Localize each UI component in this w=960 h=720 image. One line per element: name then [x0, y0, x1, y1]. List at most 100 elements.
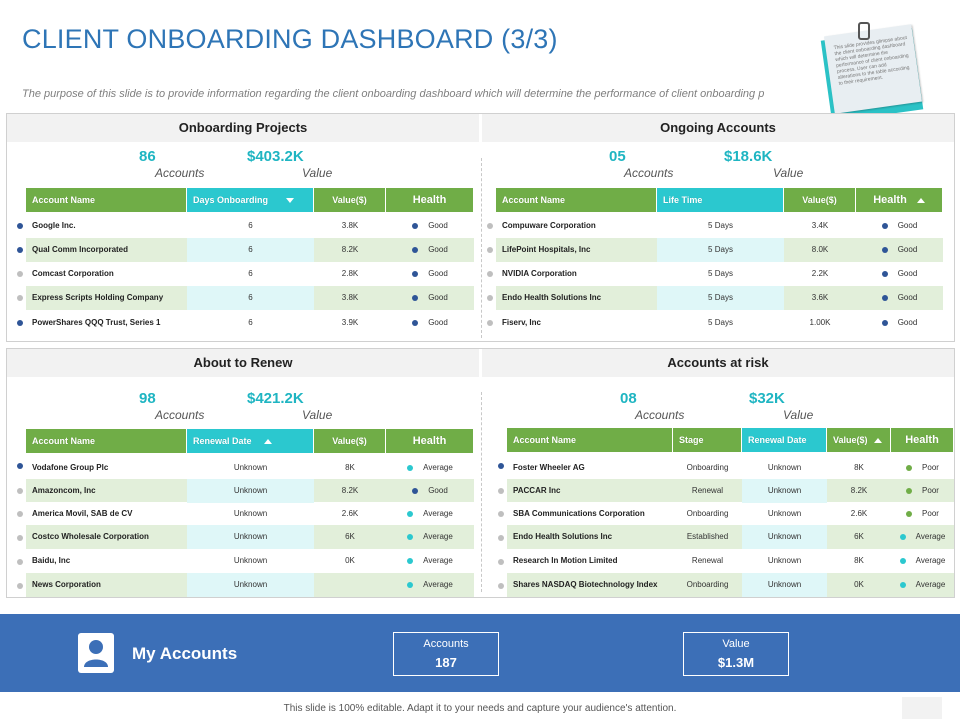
account-name: Amazoncom, Inc: [32, 486, 96, 495]
stage: Onboarding: [686, 509, 729, 518]
page-title: CLIENT ONBOARDING DASHBOARD (3/3): [22, 24, 558, 54]
account-name: Costco Wholesale Corporation: [32, 532, 149, 541]
col-value[interactable]: Value($): [314, 429, 386, 453]
table-row[interactable]: Google Inc. 6 3.8K Good: [26, 214, 474, 238]
row-bullet-icon: [17, 247, 23, 253]
table-row[interactable]: Comcast Corporation 6 2.8K Good: [26, 262, 474, 286]
table-row[interactable]: PACCAR Inc Renewal Unknown 8.2K Poor: [507, 479, 954, 503]
col-days-onboarding[interactable]: Days Onboarding: [187, 188, 314, 212]
col-renewal-date[interactable]: Renewal Date: [742, 428, 827, 452]
col-account-name[interactable]: Account Name: [507, 428, 673, 452]
health-cell: Average: [386, 525, 474, 549]
health-cell: Good: [856, 286, 943, 310]
col-account-name[interactable]: Account Name: [496, 188, 657, 212]
top-divider: [481, 158, 482, 338]
stage: Renewal: [691, 556, 724, 565]
table-row[interactable]: LifePoint Hospitals, Inc 5 Days 8.0K Goo…: [496, 238, 943, 262]
table-row[interactable]: Compuware Corporation 5 Days 3.4K Good: [496, 214, 943, 238]
risk-accounts-count: 08: [620, 390, 637, 407]
health-label: Average: [915, 556, 946, 565]
table-row[interactable]: SBA Communications Corporation Onboardin…: [507, 502, 954, 525]
total-value-box: Value $1.3M: [683, 632, 789, 676]
table-row[interactable]: America Movil, SAB de CV Unknown 2.6K Av…: [26, 502, 474, 525]
table-row[interactable]: PowerShares QQQ Trust, Series 1 6 3.9K G…: [26, 311, 474, 335]
table-row[interactable]: Costco Wholesale Corporation Unknown 6K …: [26, 525, 474, 549]
table-row[interactable]: Research In Motion Limited Renewal Unkno…: [507, 549, 954, 573]
health-label: Good: [428, 221, 448, 230]
table-row[interactable]: Amazoncom, Inc Unknown 8.2K Good: [26, 479, 474, 503]
col-value[interactable]: Value($): [784, 188, 856, 212]
life-time: 5 Days: [708, 221, 733, 230]
health-label: Good: [428, 269, 448, 278]
health-cell: Good: [856, 238, 943, 262]
row-bullet-icon: [498, 559, 504, 565]
table-row[interactable]: Fiserv, Inc 5 Days 1.00K Good: [496, 311, 943, 335]
health-cell: Good: [386, 238, 474, 262]
health-cell: Good: [386, 286, 474, 310]
my-accounts-band: [0, 614, 960, 692]
stage: Onboarding: [686, 580, 729, 589]
row-bullet-icon: [498, 511, 504, 517]
health-label: Good: [428, 245, 448, 254]
col-value[interactable]: Value($): [314, 188, 386, 212]
col-health[interactable]: Health: [891, 428, 954, 452]
row-bullet-icon: [487, 271, 493, 277]
row-bullet-icon: [487, 320, 493, 326]
value-cell: [314, 573, 386, 597]
col-health[interactable]: Health: [386, 429, 474, 453]
health-label: Poor: [922, 486, 939, 495]
sort-down-icon[interactable]: [286, 198, 295, 204]
col-account-name[interactable]: Account Name: [26, 429, 187, 453]
col-life-time[interactable]: Life Time: [657, 188, 784, 212]
ongoing-accounts-count: 05: [609, 148, 626, 165]
col-renewal-date[interactable]: Renewal Date: [187, 429, 314, 453]
renew-value-label: Value: [302, 408, 333, 422]
value-cell: 3.8K: [341, 221, 359, 230]
table-row[interactable]: Foster Wheeler AG Onboarding Unknown 8K …: [507, 456, 954, 479]
value-cell: 0K: [854, 580, 864, 589]
account-name: PowerShares QQQ Trust, Series 1: [32, 318, 161, 327]
sort-up-icon[interactable]: [263, 439, 272, 445]
renewal-date: Unknown: [767, 509, 802, 518]
table-row[interactable]: Shares NASDAQ Biotechnology Index Onboar…: [507, 573, 954, 597]
table-row[interactable]: Vodafone Group Plc Unknown 8K Average: [26, 456, 474, 479]
renewal-date: Unknown: [233, 556, 268, 565]
health-label: Good: [897, 221, 918, 230]
health-dot-icon: [412, 270, 419, 277]
renewal-date: Unknown: [767, 556, 802, 565]
total-value-label: Value: [722, 638, 750, 650]
sort-up-icon[interactable]: [916, 197, 925, 203]
table-row[interactable]: Baidu, Inc Unknown 0K Average: [26, 549, 474, 573]
health-label: Good: [897, 245, 918, 254]
sort-up-icon[interactable]: [873, 438, 882, 444]
ongoing-accounts-heading: Ongoing Accounts: [482, 114, 954, 142]
col-renewal-date-label: Renewal Date: [193, 436, 252, 446]
health-label: Good: [897, 318, 918, 327]
col-value[interactable]: Value($): [827, 428, 891, 452]
col-health[interactable]: Health: [856, 188, 943, 212]
table-row[interactable]: Endo Health Solutions Inc Established Un…: [507, 525, 954, 549]
health-dot-icon: [412, 222, 419, 229]
accounts-at-risk-heading: Accounts at risk: [482, 349, 954, 377]
account-name: Endo Health Solutions Inc: [502, 293, 602, 302]
onboarding-value-label: Value: [302, 166, 333, 180]
health-dot-icon: [899, 581, 906, 588]
account-name: Shares NASDAQ Biotechnology Index: [513, 580, 658, 589]
life-time: 5 Days: [657, 286, 784, 310]
col-stage[interactable]: Stage: [673, 428, 742, 452]
account-name: Endo Health Solutions Inc: [513, 532, 613, 541]
life-time: 5 Days: [708, 318, 733, 327]
table-row[interactable]: News Corporation Unknown Average: [26, 573, 474, 597]
col-account-name[interactable]: Account Name: [26, 188, 187, 212]
table-row[interactable]: Qual Comm Incorporated 6 8.2K Good: [26, 238, 474, 262]
health-cell: Good: [386, 311, 474, 335]
table-row[interactable]: Express Scripts Holding Company 6 3.8K G…: [26, 286, 474, 310]
health-cell: Average: [386, 549, 474, 573]
health-cell: Average: [386, 573, 474, 597]
table-row[interactable]: Endo Health Solutions Inc 5 Days 3.6K Go…: [496, 286, 943, 310]
table-row[interactable]: NVIDIA Corporation 5 Days 2.2K Good: [496, 262, 943, 286]
days-onboarding: 6: [248, 269, 253, 278]
health-label: Poor: [922, 509, 939, 518]
health-cell: Average: [891, 549, 954, 573]
col-health[interactable]: Health: [386, 188, 474, 212]
